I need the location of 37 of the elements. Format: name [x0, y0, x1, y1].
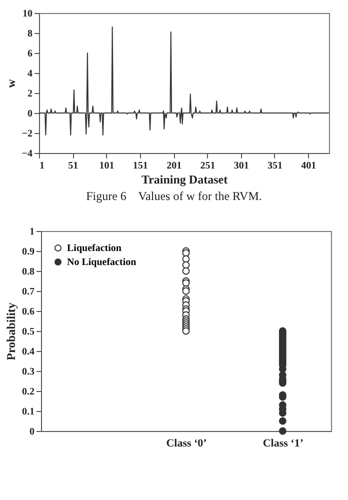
- y-tick-label: 0: [28, 108, 32, 120]
- x-axis-title: Training Dataset: [141, 172, 228, 186]
- y-tick-label: 8: [28, 28, 32, 40]
- x-tick-label: 401: [301, 160, 316, 172]
- caption: Figure 6 Values of w for the RVM.: [85, 189, 263, 204]
- y-tick-label: 10: [22, 8, 32, 20]
- line-series: [39, 26, 329, 136]
- x-tick-label: 301: [234, 160, 249, 172]
- x-tick-label: 151: [132, 160, 148, 172]
- y-tick-label: −4: [22, 148, 32, 160]
- x-tick-label: 201: [166, 160, 182, 172]
- y-axis-title: w: [4, 78, 18, 88]
- x-tick-label: Class ‘0’: [166, 438, 207, 450]
- legend-label: Liquefaction: [67, 243, 122, 254]
- y-tick-label: 0: [30, 426, 34, 438]
- x-tick-label: 51: [68, 160, 78, 172]
- y-tick-label: 0.8: [22, 266, 34, 278]
- y-tick-label: 6: [28, 48, 32, 60]
- x-tick-label: 251: [200, 160, 216, 172]
- x-tick-label: Class ‘1’: [262, 438, 304, 450]
- legend-label: No Liquefaction: [67, 257, 137, 268]
- y-tick-label: 0.9: [22, 246, 34, 258]
- y-tick-label: 0.1: [22, 406, 34, 418]
- y-tick-label: 0.3: [22, 366, 34, 378]
- y-tick-label: 0.5: [22, 326, 34, 338]
- x-tick-label: 1: [40, 160, 44, 172]
- x-tick-label: 101: [99, 160, 114, 172]
- y-tick-label: 2: [28, 88, 32, 100]
- y-tick-label: 1: [30, 226, 34, 238]
- y-tick-label: 0.7: [22, 286, 34, 298]
- y-tick-label: 0.6: [22, 306, 34, 318]
- y-tick-label: −2: [22, 128, 32, 140]
- y-tick-label: 0.2: [22, 386, 34, 398]
- y-tick-label: 0.4: [22, 346, 34, 358]
- y-axis-title: Probability: [4, 302, 18, 360]
- x-tick-label: 351: [268, 160, 282, 172]
- y-tick-label: 4: [28, 68, 32, 80]
